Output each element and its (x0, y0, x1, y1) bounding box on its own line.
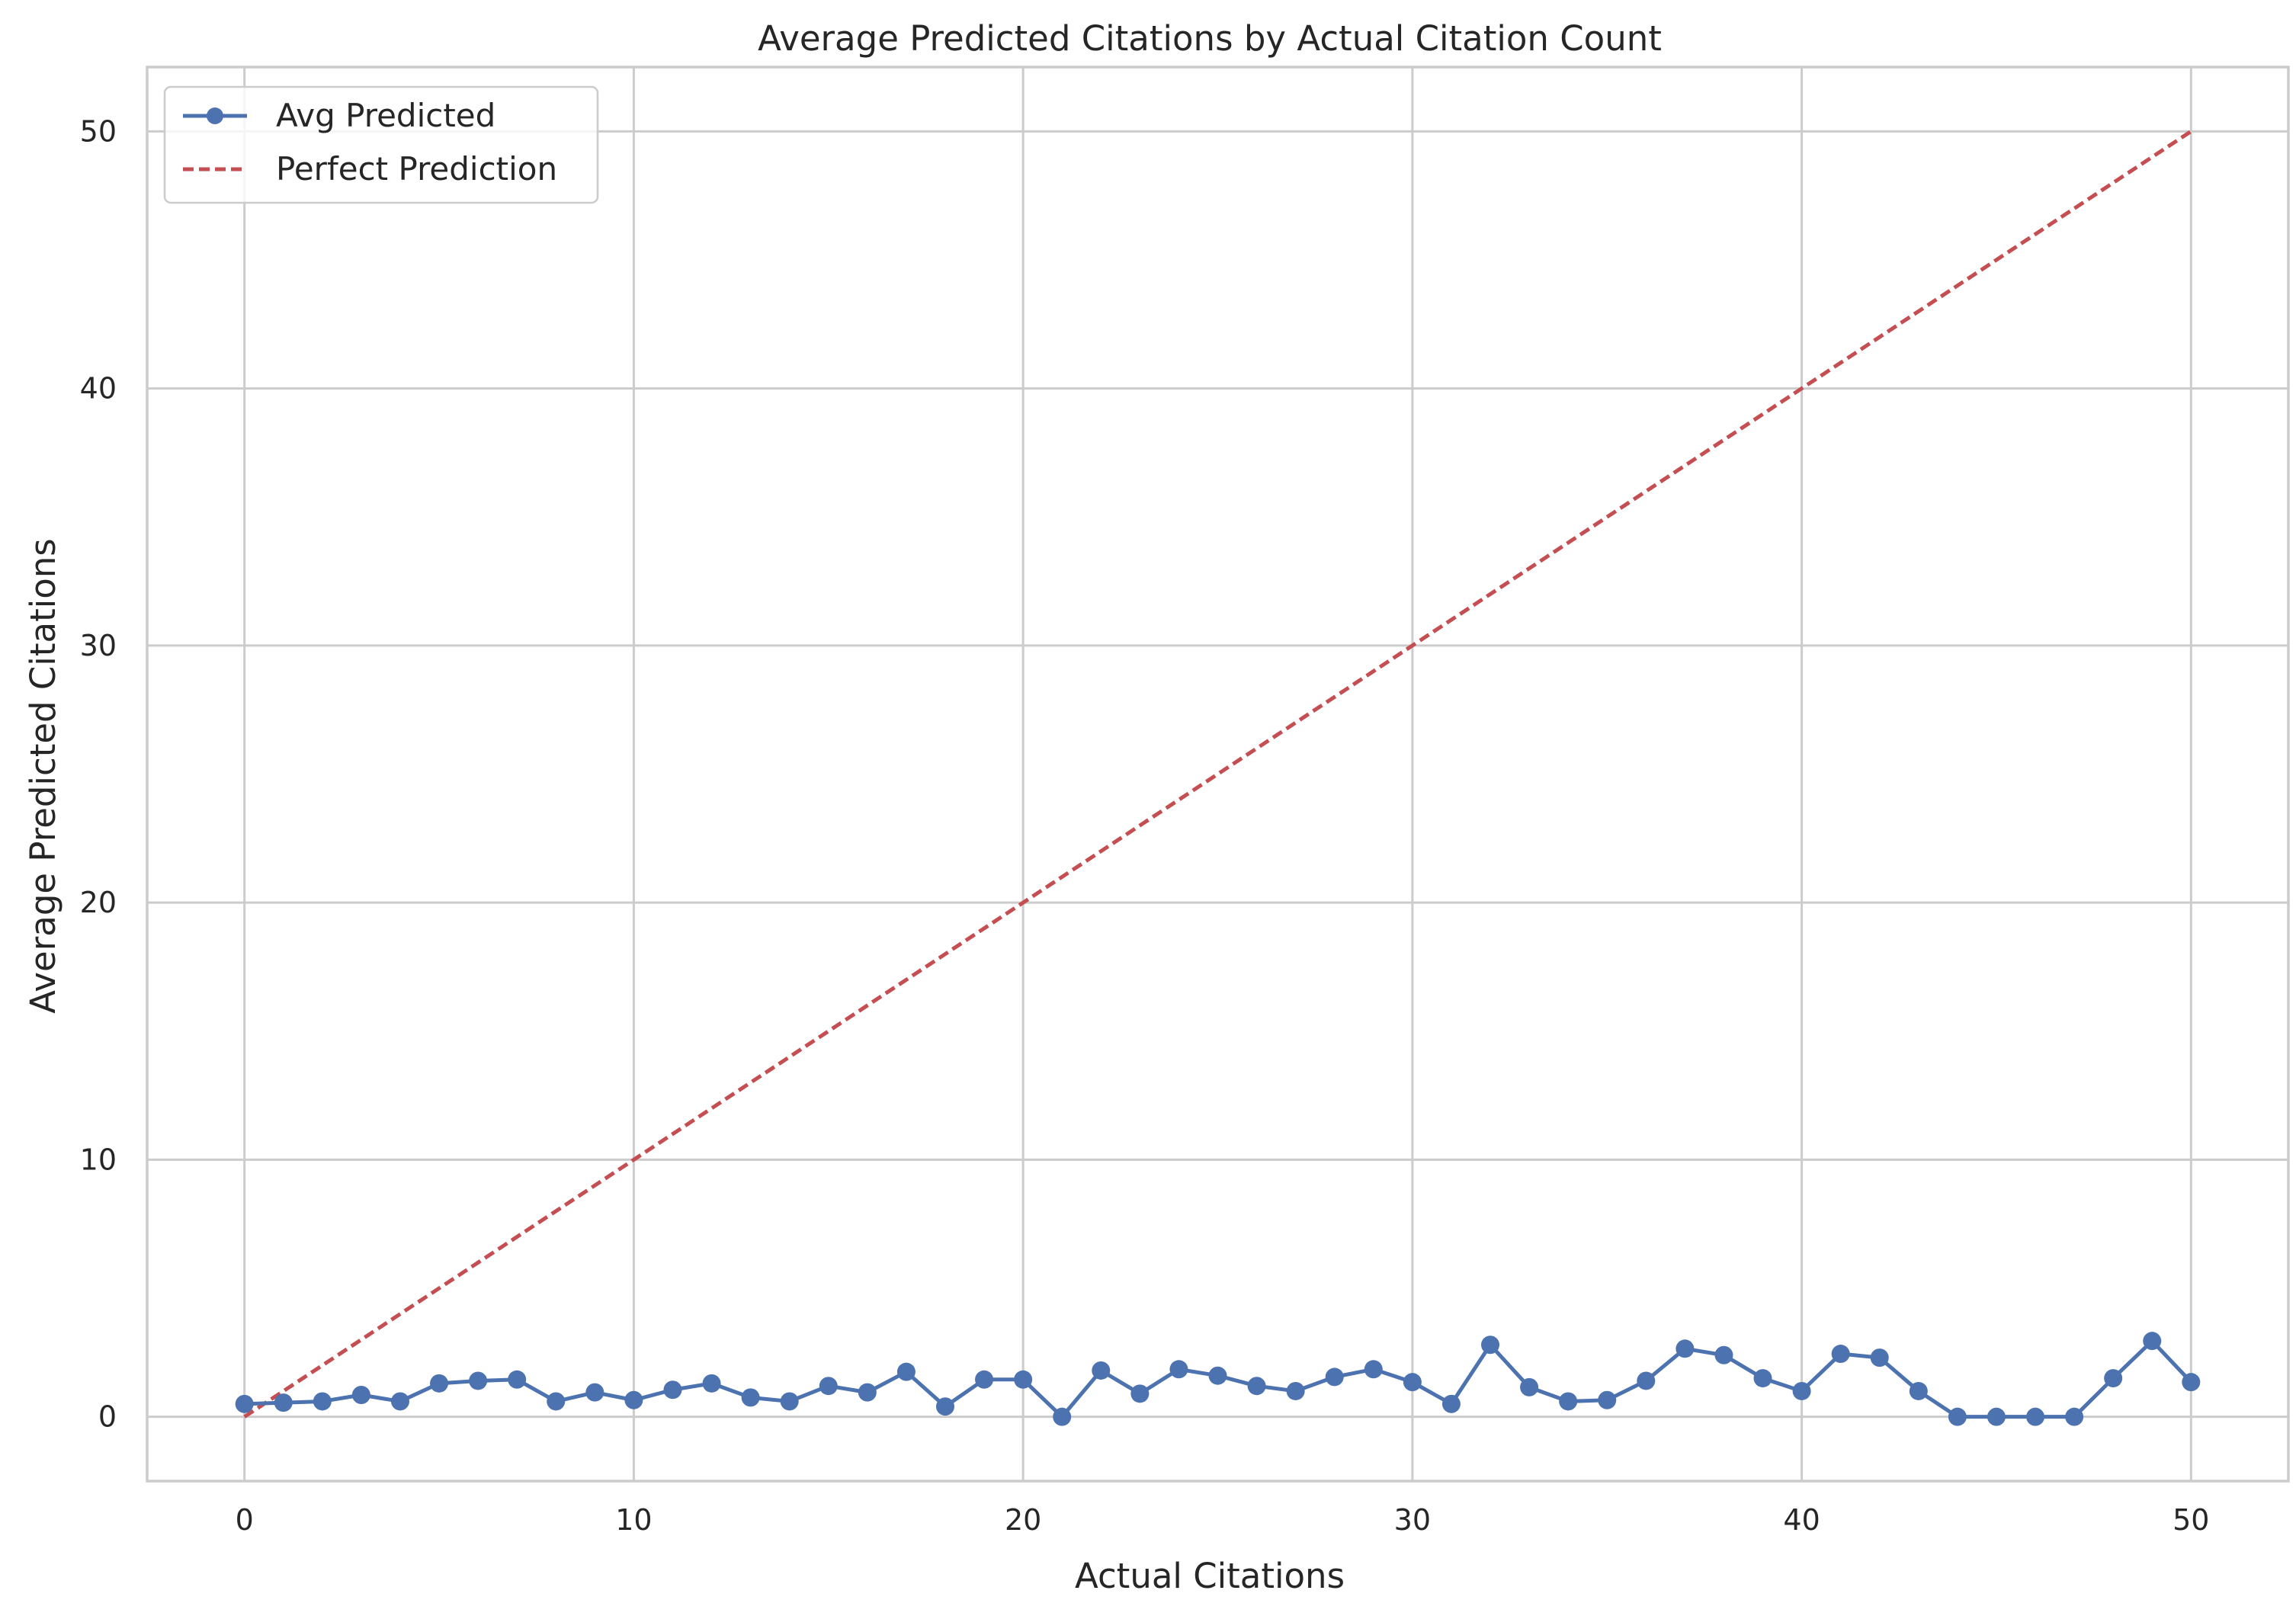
avg-predicted-point (624, 1390, 643, 1409)
avg-predicted-point (1870, 1348, 1889, 1368)
avg-predicted-point (2026, 1407, 2045, 1426)
avg-predicted-point (1169, 1360, 1188, 1379)
avg-predicted-point (1559, 1392, 1578, 1411)
avg-predicted-point (1637, 1371, 1656, 1390)
legend: Avg Predicted Perfect Prediction (163, 85, 599, 204)
y-tick-label: 10 (80, 1143, 117, 1176)
avg-predicted-point (1325, 1368, 1344, 1387)
avg-predicted-point (1092, 1361, 1111, 1380)
legend-box (163, 85, 599, 204)
avg-predicted-point (896, 1362, 916, 1381)
avg-predicted-point (1792, 1381, 1811, 1400)
legend-label-avg-predicted: Avg Predicted (276, 97, 495, 134)
legend-avg-predicted-marker-icon (207, 107, 223, 124)
avg-predicted-point (585, 1383, 604, 1402)
avg-predicted-point (508, 1370, 527, 1389)
avg-predicted-point (351, 1386, 370, 1405)
avg-predicted-point (1053, 1407, 1072, 1426)
x-tick-label: 0 (236, 1503, 254, 1537)
avg-predicted-point (2182, 1373, 2201, 1392)
avg-predicted-point (663, 1380, 682, 1400)
avg-predicted-point (819, 1377, 838, 1396)
avg-predicted-point (313, 1392, 332, 1411)
y-tick-label: 40 (80, 372, 117, 406)
avg-predicted-point (1014, 1370, 1033, 1389)
avg-predicted-point (469, 1371, 488, 1390)
x-axis-label: Actual Citations (1075, 1556, 1345, 1596)
plot-series (235, 130, 2201, 1426)
avg-predicted-point (1403, 1373, 1422, 1392)
avg-predicted-point (1520, 1377, 1539, 1396)
avg-predicted-point (1247, 1377, 1266, 1396)
avg-predicted-point (1286, 1381, 1305, 1400)
plot-border (146, 66, 2290, 1483)
legend-label-perfect-prediction: Perfect Prediction (276, 150, 557, 188)
chart-title: Average Predicted Citations by Actual Ci… (758, 18, 1662, 59)
y-tick-label: 0 (98, 1400, 117, 1434)
avg-predicted-point (1909, 1381, 1928, 1400)
y-axis-label: Average Predicted Citations (23, 538, 63, 1013)
avg-predicted-point (1208, 1366, 1227, 1385)
x-tick-label: 10 (615, 1503, 652, 1537)
avg-predicted-point (780, 1392, 799, 1411)
perfect-prediction-line (243, 130, 2192, 1419)
avg-predicted-point (975, 1370, 994, 1389)
y-tick-label: 30 (80, 629, 117, 662)
avg-predicted-point (1364, 1360, 1383, 1379)
avg-predicted-point (1831, 1345, 1850, 1364)
x-tick-label: 40 (1783, 1503, 1820, 1537)
y-tick-label: 50 (80, 114, 117, 148)
x-tick-label: 50 (2173, 1503, 2209, 1537)
x-tick-label: 20 (1005, 1503, 1041, 1537)
avg-predicted-point (2065, 1407, 2084, 1426)
avg-predicted-point (1481, 1335, 1500, 1355)
avg-predicted-point (935, 1397, 954, 1416)
avg-predicted-point (2143, 1332, 2162, 1351)
avg-predicted-point (1130, 1384, 1150, 1403)
avg-predicted-point (702, 1374, 721, 1393)
tick-labels: 0 10 20 30 40 50 0 10 20 30 40 50 (80, 114, 2210, 1537)
avg-predicted-point (2104, 1369, 2123, 1388)
avg-predicted-point (1948, 1407, 1967, 1426)
avg-predicted-point (1598, 1390, 1617, 1409)
avg-predicted-point (547, 1392, 566, 1411)
avg-predicted-point (1714, 1345, 1733, 1364)
avg-predicted-point (274, 1393, 293, 1412)
avg-predicted-point (858, 1383, 877, 1402)
avg-predicted-point (1441, 1394, 1461, 1413)
avg-predicted-point (1676, 1339, 1695, 1358)
avg-predicted-point (741, 1388, 760, 1407)
avg-predicted-point (1753, 1369, 1772, 1388)
plot-frame (146, 66, 2290, 1483)
avg-predicted-point (390, 1392, 409, 1411)
y-tick-label: 20 (80, 886, 117, 919)
avg-predicted-point (235, 1394, 254, 1413)
x-tick-label: 30 (1394, 1503, 1431, 1537)
avg-predicted-point (1987, 1407, 2006, 1426)
avg-predicted-point (430, 1374, 449, 1393)
